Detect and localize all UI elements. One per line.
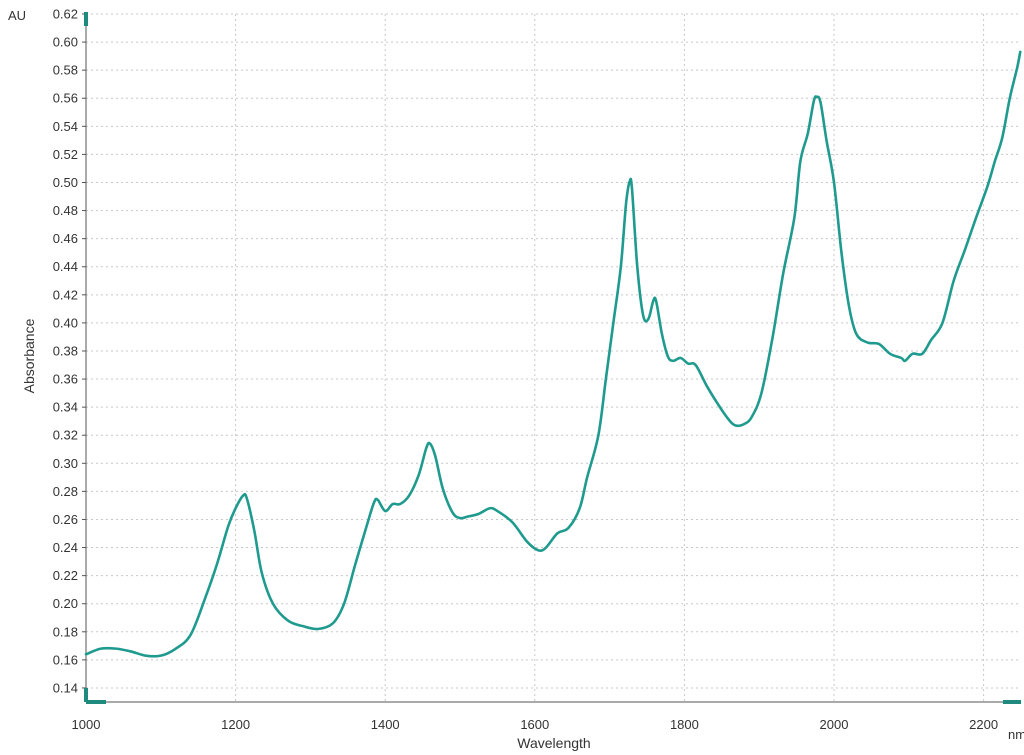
y-tick-label: 0.20 [53, 596, 78, 611]
grid-lines [86, 13, 1021, 702]
y-tick-label: 0.18 [53, 624, 78, 639]
y-axis-top-marker[interactable] [84, 12, 88, 26]
y-tick-label: 0.48 [53, 203, 78, 218]
y-tick-label: 0.58 [53, 63, 78, 78]
y-tick-label: 0.34 [53, 400, 78, 415]
y-tick-label: 0.60 [53, 35, 78, 50]
y-tick-label: 0.14 [53, 680, 78, 695]
y-tick-label: 0.36 [53, 372, 78, 387]
y-tick-label: 0.40 [53, 315, 78, 330]
y-unit-label: AU [8, 8, 26, 23]
x-axis-right-marker[interactable] [1003, 700, 1021, 704]
y-tick-label: 0.52 [53, 147, 78, 162]
x-axis-title: Wavelength [517, 735, 590, 751]
y-tick-label: 0.16 [53, 652, 78, 667]
series-group [84, 50, 1022, 658]
y-tick-labels: 0.14 0.16 0.18 0.20 0.22 0.24 0.26 0.28 0.30 0.32… [53, 7, 78, 696]
y-tick-label: 0.46 [53, 231, 78, 246]
axes [82, 12, 1021, 704]
x-tick-label: 2000 [820, 717, 849, 732]
absorbance-series-line [84, 50, 1022, 658]
y-tick-label: 0.56 [53, 91, 78, 106]
y-tick-label: 0.32 [53, 428, 78, 443]
x-tick-labels: 1000 1200 1400 1600 1800 2000 2200 [72, 717, 999, 732]
x-unit-label: nm [1008, 727, 1024, 742]
y-tick-label: 0.22 [53, 568, 78, 583]
x-tick-label: 1000 [72, 717, 101, 732]
y-tick-label: 0.28 [53, 484, 78, 499]
y-tick-label: 0.50 [53, 175, 78, 190]
y-tick-label: 0.30 [53, 456, 78, 471]
y-tick-label: 0.24 [53, 540, 78, 555]
y-tick-label: 0.38 [53, 343, 78, 358]
x-tick-label: 2200 [969, 717, 998, 732]
x-tick-label: 1200 [221, 717, 250, 732]
x-tick-label: 1800 [670, 717, 699, 732]
x-axis-left-marker[interactable] [86, 700, 106, 704]
x-tick-label: 1400 [371, 717, 400, 732]
y-tick-label: 0.42 [53, 287, 78, 302]
y-tick-label: 0.54 [53, 119, 78, 134]
y-tick-label: 0.44 [53, 259, 78, 274]
y-tick-label: 0.62 [53, 7, 78, 22]
y-axis-bottom-marker[interactable] [84, 688, 88, 702]
y-axis-title: Absorbance [21, 318, 37, 393]
y-tick-label: 0.26 [53, 512, 78, 527]
x-tick-label: 1600 [520, 717, 549, 732]
